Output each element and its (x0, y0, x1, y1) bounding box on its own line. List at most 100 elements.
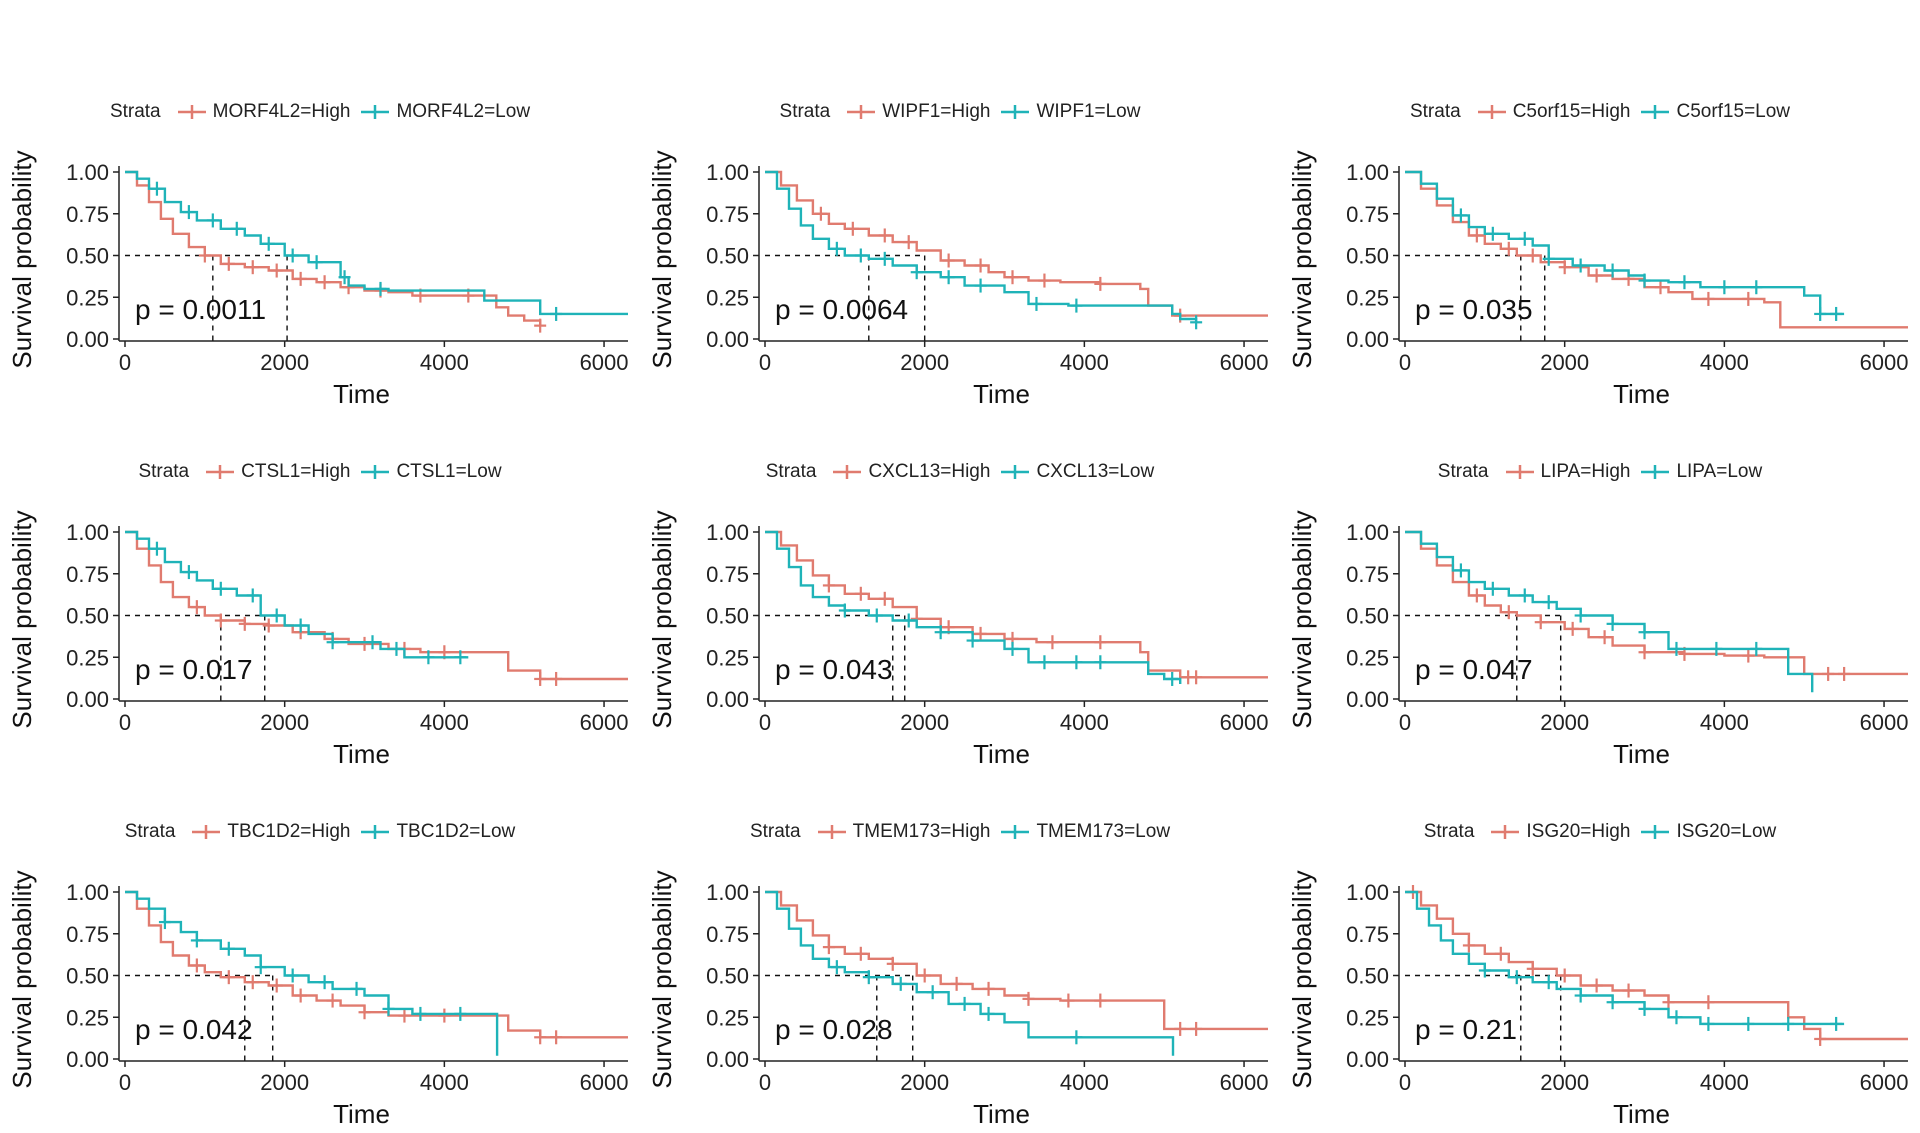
legend-entry: WIPF1=High (846, 101, 990, 123)
y-axis-label: Survival probability (1287, 510, 1317, 728)
legend-label: WIPF1=Low (1036, 101, 1141, 122)
legend-label: MORF4L2=High (212, 101, 351, 122)
survival-curve-low (1405, 530, 1814, 693)
legend-entry: MORF4L2=High (177, 101, 351, 123)
x-tick-label: 4000 (420, 710, 469, 735)
x-tick-label: 4000 (1700, 710, 1749, 735)
x-axis-label: Time (973, 1099, 1030, 1129)
x-axis-label: Time (333, 1099, 390, 1129)
legend-entry: MORF4L2=Low (360, 101, 530, 123)
legend-swatch (206, 465, 235, 479)
x-tick-label: 0 (119, 710, 131, 735)
legend: Strata MORF4L2=High MORF4L2=Low (0, 100, 640, 124)
y-axis-label: Survival probability (1287, 150, 1317, 368)
p-value: p = 0.042 (135, 1014, 253, 1045)
x-tick-label: 2000 (1540, 350, 1589, 375)
legend-swatch (361, 825, 390, 839)
x-tick-label: 0 (759, 350, 771, 375)
x-tick-label: 4000 (1700, 1070, 1749, 1095)
survival-curve-low (125, 170, 628, 316)
y-tick-label: 0.75 (706, 922, 749, 947)
y-tick-label: 1.00 (706, 880, 749, 905)
legend-entry: LIPA=Low (1640, 461, 1762, 483)
legend-title: Strata (138, 461, 190, 482)
km-chart: 0.00 0.25 0.50 0.75 1.00 0 2000 4000 6000 Time Sur… (1287, 150, 1909, 409)
legend-entry: TBC1D2=Low (360, 821, 515, 843)
x-tick-label: 4000 (1060, 1070, 1109, 1095)
legend-entry: CTSL1=Low (360, 461, 502, 483)
legend-label: CXCL13=High (868, 461, 991, 482)
y-tick-label: 1.00 (706, 520, 749, 545)
legend-entry: C5orf15=Low (1640, 101, 1790, 123)
y-axis-label: Survival probability (1287, 870, 1317, 1088)
km-panel: Strata CTSL1=High CTSL1=Low 0.00 0.25 0.50 0.7… (0, 360, 640, 769)
y-tick-label: 0.00 (66, 1047, 109, 1072)
legend-swatch (1477, 105, 1506, 119)
legend-label: TMEM173=High (852, 821, 991, 842)
survival-curve-high (765, 890, 1268, 1031)
legend-title: Strata (765, 461, 817, 482)
x-tick-label: 2000 (260, 350, 309, 375)
legend-title: Strata (779, 101, 831, 122)
x-tick-label: 6000 (580, 710, 629, 735)
x-tick-label: 4000 (1700, 350, 1749, 375)
x-axis-label: Time (1613, 1099, 1670, 1129)
x-tick-label: 4000 (1060, 710, 1109, 735)
legend-label: LIPA=High (1540, 461, 1631, 482)
x-tick-label: 6000 (1220, 1070, 1269, 1095)
y-axis-label: Survival probability (7, 870, 37, 1088)
x-axis-label: Time (1613, 379, 1670, 409)
x-tick-label: 2000 (260, 1070, 309, 1095)
x-axis-label: Time (1613, 739, 1670, 769)
legend-swatch (1641, 465, 1670, 479)
legend-label: TBC1D2=Low (396, 821, 516, 842)
legend-label: TMEM173=Low (1036, 821, 1171, 842)
legend-entry: CTSL1=High (205, 461, 350, 483)
y-tick-label: 0.75 (66, 922, 109, 947)
legend-label: ISG20=Low (1676, 821, 1777, 842)
legend-label: CXCL13=Low (1036, 461, 1155, 482)
x-tick-label: 2000 (900, 350, 949, 375)
y-tick-label: 0.75 (66, 562, 109, 587)
y-tick-label: 1.00 (1346, 880, 1389, 905)
x-tick-label: 6000 (1860, 350, 1909, 375)
legend-label: C5orf15=Low (1676, 101, 1791, 122)
legend-label: ISG20=High (1526, 821, 1631, 842)
y-tick-label: 0.25 (1346, 645, 1389, 670)
legend-entry: CXCL13=Low (1000, 461, 1154, 483)
legend-label: CTSL1=High (241, 461, 351, 482)
x-tick-label: 6000 (1860, 710, 1909, 735)
x-tick-label: 4000 (1060, 350, 1109, 375)
y-tick-label: 0.50 (706, 604, 749, 629)
legend-label: C5orf15=High (1512, 101, 1631, 122)
p-value: p = 0.21 (1415, 1014, 1517, 1045)
legend-entry: TBC1D2=High (191, 821, 350, 843)
y-tick-label: 0.25 (706, 285, 749, 310)
y-tick-label: 0.00 (1346, 327, 1389, 352)
legend: Strata TMEM173=High TMEM173=Low (640, 820, 1280, 844)
x-tick-label: 6000 (580, 1070, 629, 1095)
x-tick-label: 4000 (420, 350, 469, 375)
km-chart: 0.00 0.25 0.50 0.75 1.00 0 2000 4000 6000 Time Sur… (7, 150, 629, 409)
x-axis-label: Time (333, 739, 390, 769)
legend-title: Strata (124, 821, 176, 842)
legend: Strata CTSL1=High CTSL1=Low (0, 460, 640, 484)
legend-entry: CXCL13=High (832, 461, 990, 483)
y-tick-label: 1.00 (706, 160, 749, 185)
km-panel: Strata WIPF1=High WIPF1=Low 0.00 0.25 0.50 0.7… (640, 0, 1280, 409)
y-axis-label: Survival probability (7, 510, 37, 728)
y-tick-label: 0.75 (1346, 922, 1389, 947)
y-tick-label: 0.50 (1346, 244, 1389, 269)
legend-title: Strata (1409, 101, 1461, 122)
legend-swatch (1001, 105, 1030, 119)
y-tick-label: 0.75 (706, 202, 749, 227)
legend-entry: TMEM173=Low (1000, 821, 1170, 843)
legend-title: Strata (749, 821, 801, 842)
legend: Strata WIPF1=High WIPF1=Low (640, 100, 1280, 124)
legend: Strata CXCL13=High CXCL13=Low (640, 460, 1280, 484)
legend-entry: C5orf15=High (1477, 101, 1631, 123)
legend-swatch (1641, 825, 1670, 839)
legend-swatch (192, 825, 221, 839)
km-panel: Strata LIPA=High LIPA=Low 0.00 0.25 0.50 0.75 1… (1280, 360, 1920, 769)
